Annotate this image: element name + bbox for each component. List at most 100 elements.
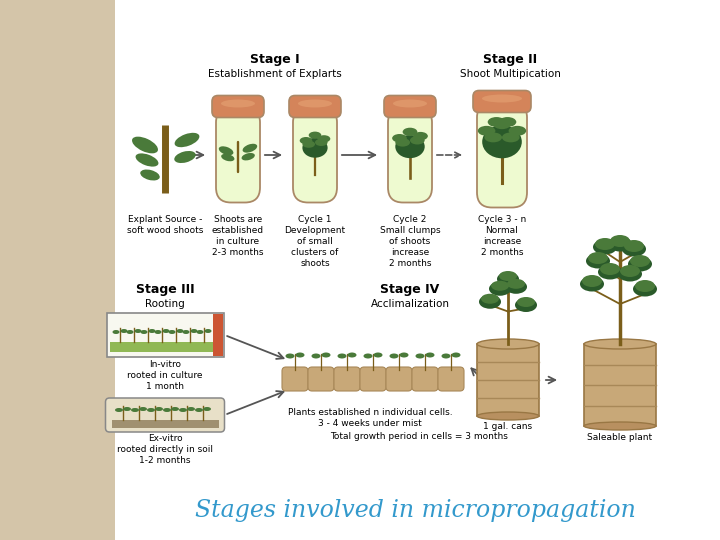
- FancyBboxPatch shape: [212, 96, 264, 118]
- FancyBboxPatch shape: [388, 107, 432, 202]
- FancyBboxPatch shape: [473, 91, 531, 112]
- Ellipse shape: [633, 281, 657, 296]
- Ellipse shape: [400, 353, 408, 357]
- Ellipse shape: [482, 125, 522, 158]
- Ellipse shape: [618, 267, 642, 281]
- Ellipse shape: [482, 94, 522, 103]
- Text: Rooting: Rooting: [145, 299, 185, 309]
- Ellipse shape: [139, 407, 147, 411]
- Ellipse shape: [608, 237, 632, 252]
- Ellipse shape: [441, 354, 451, 359]
- Text: In-vitro
rooted in culture
1 month: In-vitro rooted in culture 1 month: [127, 360, 203, 391]
- Ellipse shape: [584, 339, 656, 349]
- Ellipse shape: [197, 330, 204, 334]
- Ellipse shape: [171, 407, 179, 411]
- Ellipse shape: [593, 240, 617, 254]
- Ellipse shape: [243, 144, 257, 153]
- Ellipse shape: [195, 408, 203, 412]
- FancyBboxPatch shape: [360, 367, 386, 391]
- Ellipse shape: [163, 329, 169, 333]
- Ellipse shape: [348, 353, 356, 357]
- Ellipse shape: [132, 137, 158, 153]
- Ellipse shape: [140, 330, 148, 334]
- Ellipse shape: [502, 132, 520, 143]
- Ellipse shape: [402, 127, 418, 136]
- Ellipse shape: [309, 132, 321, 139]
- Ellipse shape: [485, 132, 502, 143]
- Bar: [0, 0, 115, 540]
- Ellipse shape: [147, 408, 155, 412]
- Ellipse shape: [390, 354, 398, 359]
- Text: Acclimalization: Acclimalization: [371, 299, 449, 309]
- Ellipse shape: [120, 329, 127, 333]
- Ellipse shape: [135, 329, 142, 333]
- Ellipse shape: [221, 99, 255, 107]
- FancyBboxPatch shape: [216, 107, 260, 202]
- Ellipse shape: [507, 279, 525, 289]
- Ellipse shape: [203, 407, 211, 411]
- Ellipse shape: [395, 138, 410, 146]
- Ellipse shape: [499, 271, 517, 281]
- FancyBboxPatch shape: [384, 96, 436, 118]
- Ellipse shape: [497, 272, 519, 286]
- Ellipse shape: [204, 329, 212, 333]
- Ellipse shape: [155, 407, 163, 411]
- Ellipse shape: [588, 252, 608, 264]
- Ellipse shape: [477, 339, 539, 349]
- Bar: [212, 314, 222, 356]
- Ellipse shape: [499, 117, 516, 127]
- Text: Shoots are
established
in culture
2-3 months: Shoots are established in culture 2-3 mo…: [212, 215, 264, 257]
- Ellipse shape: [426, 353, 434, 357]
- Text: Stages involved in micropropagation: Stages involved in micropropagation: [194, 498, 636, 522]
- Ellipse shape: [312, 354, 320, 359]
- Ellipse shape: [298, 99, 332, 107]
- Ellipse shape: [392, 134, 407, 143]
- Ellipse shape: [300, 137, 312, 144]
- Ellipse shape: [582, 275, 602, 287]
- Ellipse shape: [489, 282, 511, 296]
- FancyBboxPatch shape: [289, 96, 341, 118]
- Ellipse shape: [191, 329, 197, 333]
- Ellipse shape: [598, 265, 622, 280]
- Ellipse shape: [221, 154, 235, 161]
- Ellipse shape: [219, 146, 233, 155]
- FancyBboxPatch shape: [412, 367, 438, 391]
- FancyBboxPatch shape: [106, 398, 225, 432]
- Text: Cycle 2
Small clumps
of shoots
increase
2 months: Cycle 2 Small clumps of shoots increase …: [379, 215, 441, 268]
- Ellipse shape: [481, 294, 499, 303]
- Ellipse shape: [493, 119, 510, 129]
- FancyBboxPatch shape: [293, 107, 337, 202]
- Ellipse shape: [413, 132, 428, 140]
- Ellipse shape: [318, 135, 330, 143]
- Bar: [477, 344, 539, 416]
- Ellipse shape: [168, 330, 176, 334]
- Ellipse shape: [115, 408, 123, 412]
- Text: Plants established n individual cells.: Plants established n individual cells.: [288, 408, 452, 417]
- FancyBboxPatch shape: [386, 367, 412, 391]
- Ellipse shape: [610, 235, 630, 247]
- Ellipse shape: [491, 281, 509, 291]
- FancyBboxPatch shape: [308, 367, 334, 391]
- FancyBboxPatch shape: [107, 313, 223, 357]
- Text: 3 - 4 weeks under mist: 3 - 4 weeks under mist: [318, 419, 422, 428]
- Ellipse shape: [182, 330, 189, 334]
- Ellipse shape: [410, 136, 425, 145]
- Ellipse shape: [302, 138, 328, 158]
- Text: Stage IV: Stage IV: [380, 284, 440, 296]
- Ellipse shape: [584, 422, 656, 430]
- Ellipse shape: [135, 153, 158, 167]
- Ellipse shape: [242, 153, 255, 160]
- Text: Cycle 3 - n
Normal
increase
2 months: Cycle 3 - n Normal increase 2 months: [478, 215, 526, 257]
- Ellipse shape: [515, 298, 537, 312]
- Text: Stage II: Stage II: [483, 53, 537, 66]
- Ellipse shape: [586, 253, 610, 268]
- Ellipse shape: [622, 241, 646, 256]
- Ellipse shape: [628, 256, 652, 272]
- Text: Saleable plant: Saleable plant: [588, 433, 652, 442]
- Ellipse shape: [127, 330, 133, 334]
- Ellipse shape: [393, 99, 427, 107]
- Ellipse shape: [415, 354, 425, 359]
- Bar: [115, 0, 720, 540]
- Ellipse shape: [508, 126, 526, 136]
- Ellipse shape: [477, 412, 539, 420]
